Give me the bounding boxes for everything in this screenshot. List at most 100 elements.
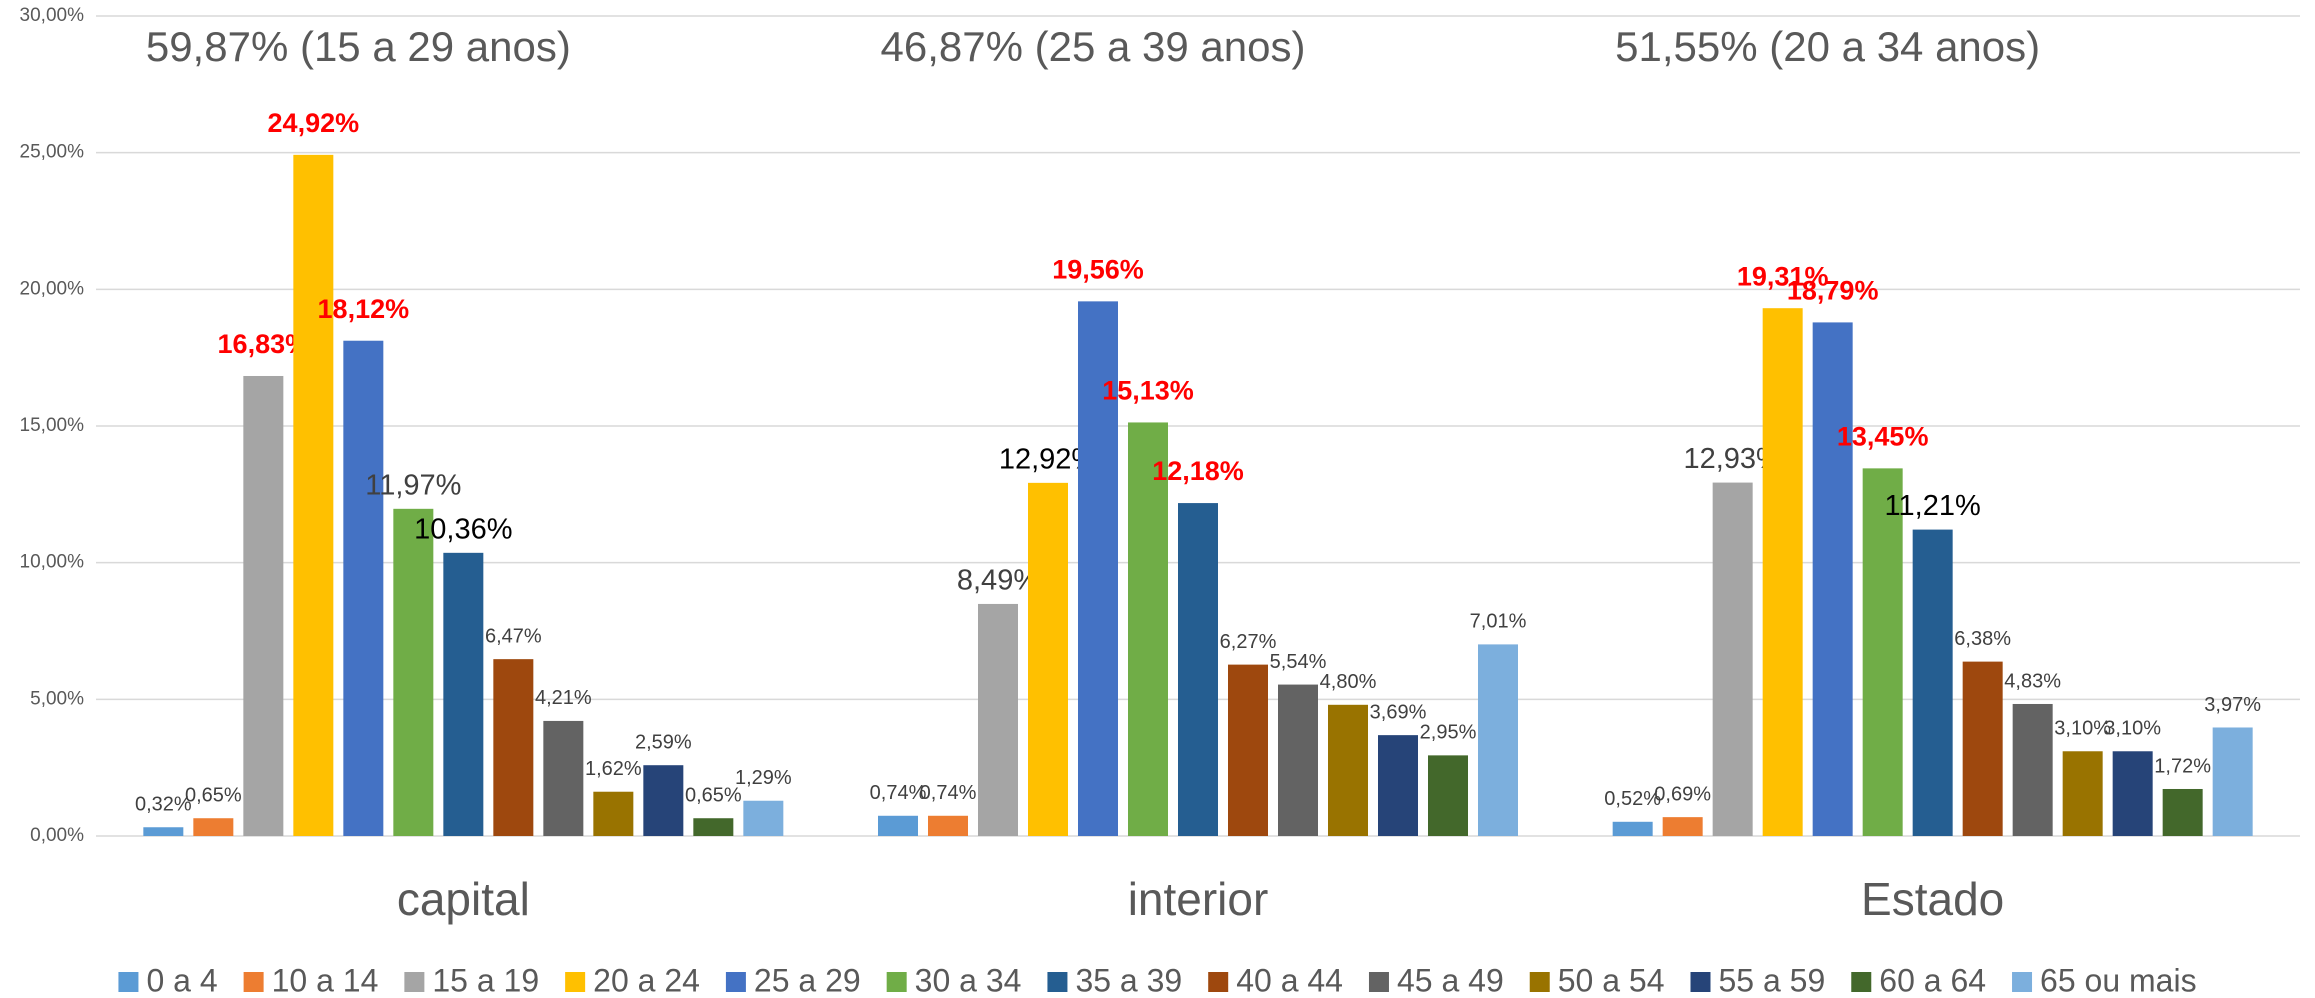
bar — [743, 800, 784, 836]
y-tick-label: 15,00% — [20, 415, 85, 436]
data-label: 2,59% — [635, 731, 692, 753]
legend-swatch — [243, 972, 264, 992]
data-label: 10,36% — [414, 513, 512, 545]
data-label: 0,74% — [920, 782, 977, 804]
bar — [143, 827, 184, 836]
y-tick-label: 5,00% — [30, 688, 84, 709]
y-tick-label: 30,00% — [20, 5, 85, 26]
legend-label: 65 ou mais — [2040, 962, 2197, 998]
data-label: 1,72% — [2154, 755, 2211, 777]
bar — [1762, 308, 1803, 836]
annotation: 59,87% (15 a 29 anos) — [146, 23, 571, 70]
data-label: 24,92% — [268, 108, 360, 138]
bar — [1028, 482, 1068, 836]
data-label: 0,69% — [1654, 783, 1711, 805]
data-label: 15,13% — [1102, 376, 1194, 406]
bar — [493, 659, 534, 836]
data-label: 6,47% — [485, 625, 542, 647]
bar — [1378, 735, 1418, 836]
legend-label: 45 a 49 — [1397, 962, 1504, 998]
x-tick-label: capital — [397, 873, 530, 925]
data-label: 3,69% — [1370, 701, 1427, 723]
bar — [343, 340, 384, 836]
bar — [643, 765, 684, 836]
bar — [693, 818, 734, 836]
legend-label: 55 a 59 — [1719, 962, 1826, 998]
legend-label: 0 a 4 — [146, 962, 217, 998]
legend-label: 15 a 19 — [432, 962, 539, 998]
legend-swatch — [1368, 972, 1389, 992]
legend-swatch — [886, 972, 907, 992]
data-label: 1,29% — [735, 767, 792, 789]
data-label: 0,65% — [685, 785, 742, 807]
data-label: 3,10% — [2054, 718, 2111, 740]
legend-label: 40 a 44 — [1236, 962, 1343, 998]
data-label: 13,45% — [1837, 421, 1929, 451]
data-label: 0,74% — [870, 782, 927, 804]
bar — [443, 552, 484, 836]
bar — [1612, 821, 1653, 836]
data-label: 18,12% — [318, 294, 410, 324]
bar — [2162, 788, 2203, 836]
y-tick-label: 25,00% — [20, 142, 85, 163]
bar — [1862, 468, 1903, 836]
bar — [878, 815, 918, 836]
legend-swatch — [725, 972, 746, 992]
legend-swatch — [118, 972, 139, 992]
bar — [1712, 482, 1753, 836]
data-label: 11,21% — [1885, 490, 1981, 522]
bar — [393, 508, 434, 836]
data-label: 8,49% — [957, 565, 1039, 597]
legend-swatch — [1529, 972, 1550, 992]
legend-swatch — [404, 972, 425, 992]
bar — [593, 791, 634, 836]
data-label: 4,83% — [2004, 670, 2061, 692]
bar — [1228, 664, 1268, 836]
bar — [928, 815, 968, 836]
bar — [1812, 322, 1853, 836]
data-label: 0,52% — [1604, 788, 1661, 810]
data-label: 6,38% — [1954, 628, 2011, 650]
bar — [1278, 684, 1318, 836]
legend-label: 60 a 64 — [1879, 962, 1986, 998]
bar — [2012, 703, 2053, 836]
bar — [543, 720, 584, 836]
data-label: 0,32% — [135, 794, 192, 816]
bar — [978, 603, 1018, 836]
bar — [1962, 661, 2003, 836]
bar — [2212, 727, 2253, 836]
bar — [2112, 751, 2153, 836]
y-tick-label: 10,00% — [20, 552, 85, 573]
x-tick-label: interior — [1128, 873, 1269, 925]
annotation: 46,87% (25 a 39 anos) — [881, 23, 1306, 70]
legend-swatch — [565, 972, 586, 992]
x-tick-label: Estado — [1861, 873, 2004, 925]
legend-swatch — [1208, 972, 1229, 992]
data-label: 3,10% — [2104, 718, 2161, 740]
bar — [293, 154, 334, 836]
bar — [193, 818, 234, 836]
data-label: 5,54% — [1270, 651, 1327, 673]
legend-swatch — [1851, 972, 1872, 992]
legend-swatch — [1690, 972, 1711, 992]
data-label: 2,95% — [1420, 722, 1477, 744]
legend-swatch — [1047, 972, 1068, 992]
bar — [1428, 755, 1468, 836]
data-label: 1,62% — [585, 758, 642, 780]
data-label: 18,79% — [1787, 276, 1879, 306]
bar — [1662, 817, 1703, 836]
data-label: 4,80% — [1320, 671, 1377, 693]
legend-label: 30 a 34 — [915, 962, 1022, 998]
data-label: 7,01% — [1470, 611, 1527, 633]
data-label: 12,18% — [1152, 456, 1244, 486]
bar — [2062, 751, 2103, 836]
data-label: 19,31% — [1737, 261, 1829, 291]
data-label: 6,27% — [1220, 631, 1277, 653]
bar — [1078, 301, 1118, 836]
legend-label: 25 a 29 — [754, 962, 861, 998]
bar — [243, 375, 284, 836]
legend-label: 20 a 24 — [593, 962, 700, 998]
legend-label: 35 a 39 — [1075, 962, 1182, 998]
data-label: 0,65% — [185, 785, 242, 807]
bar — [1328, 704, 1368, 836]
